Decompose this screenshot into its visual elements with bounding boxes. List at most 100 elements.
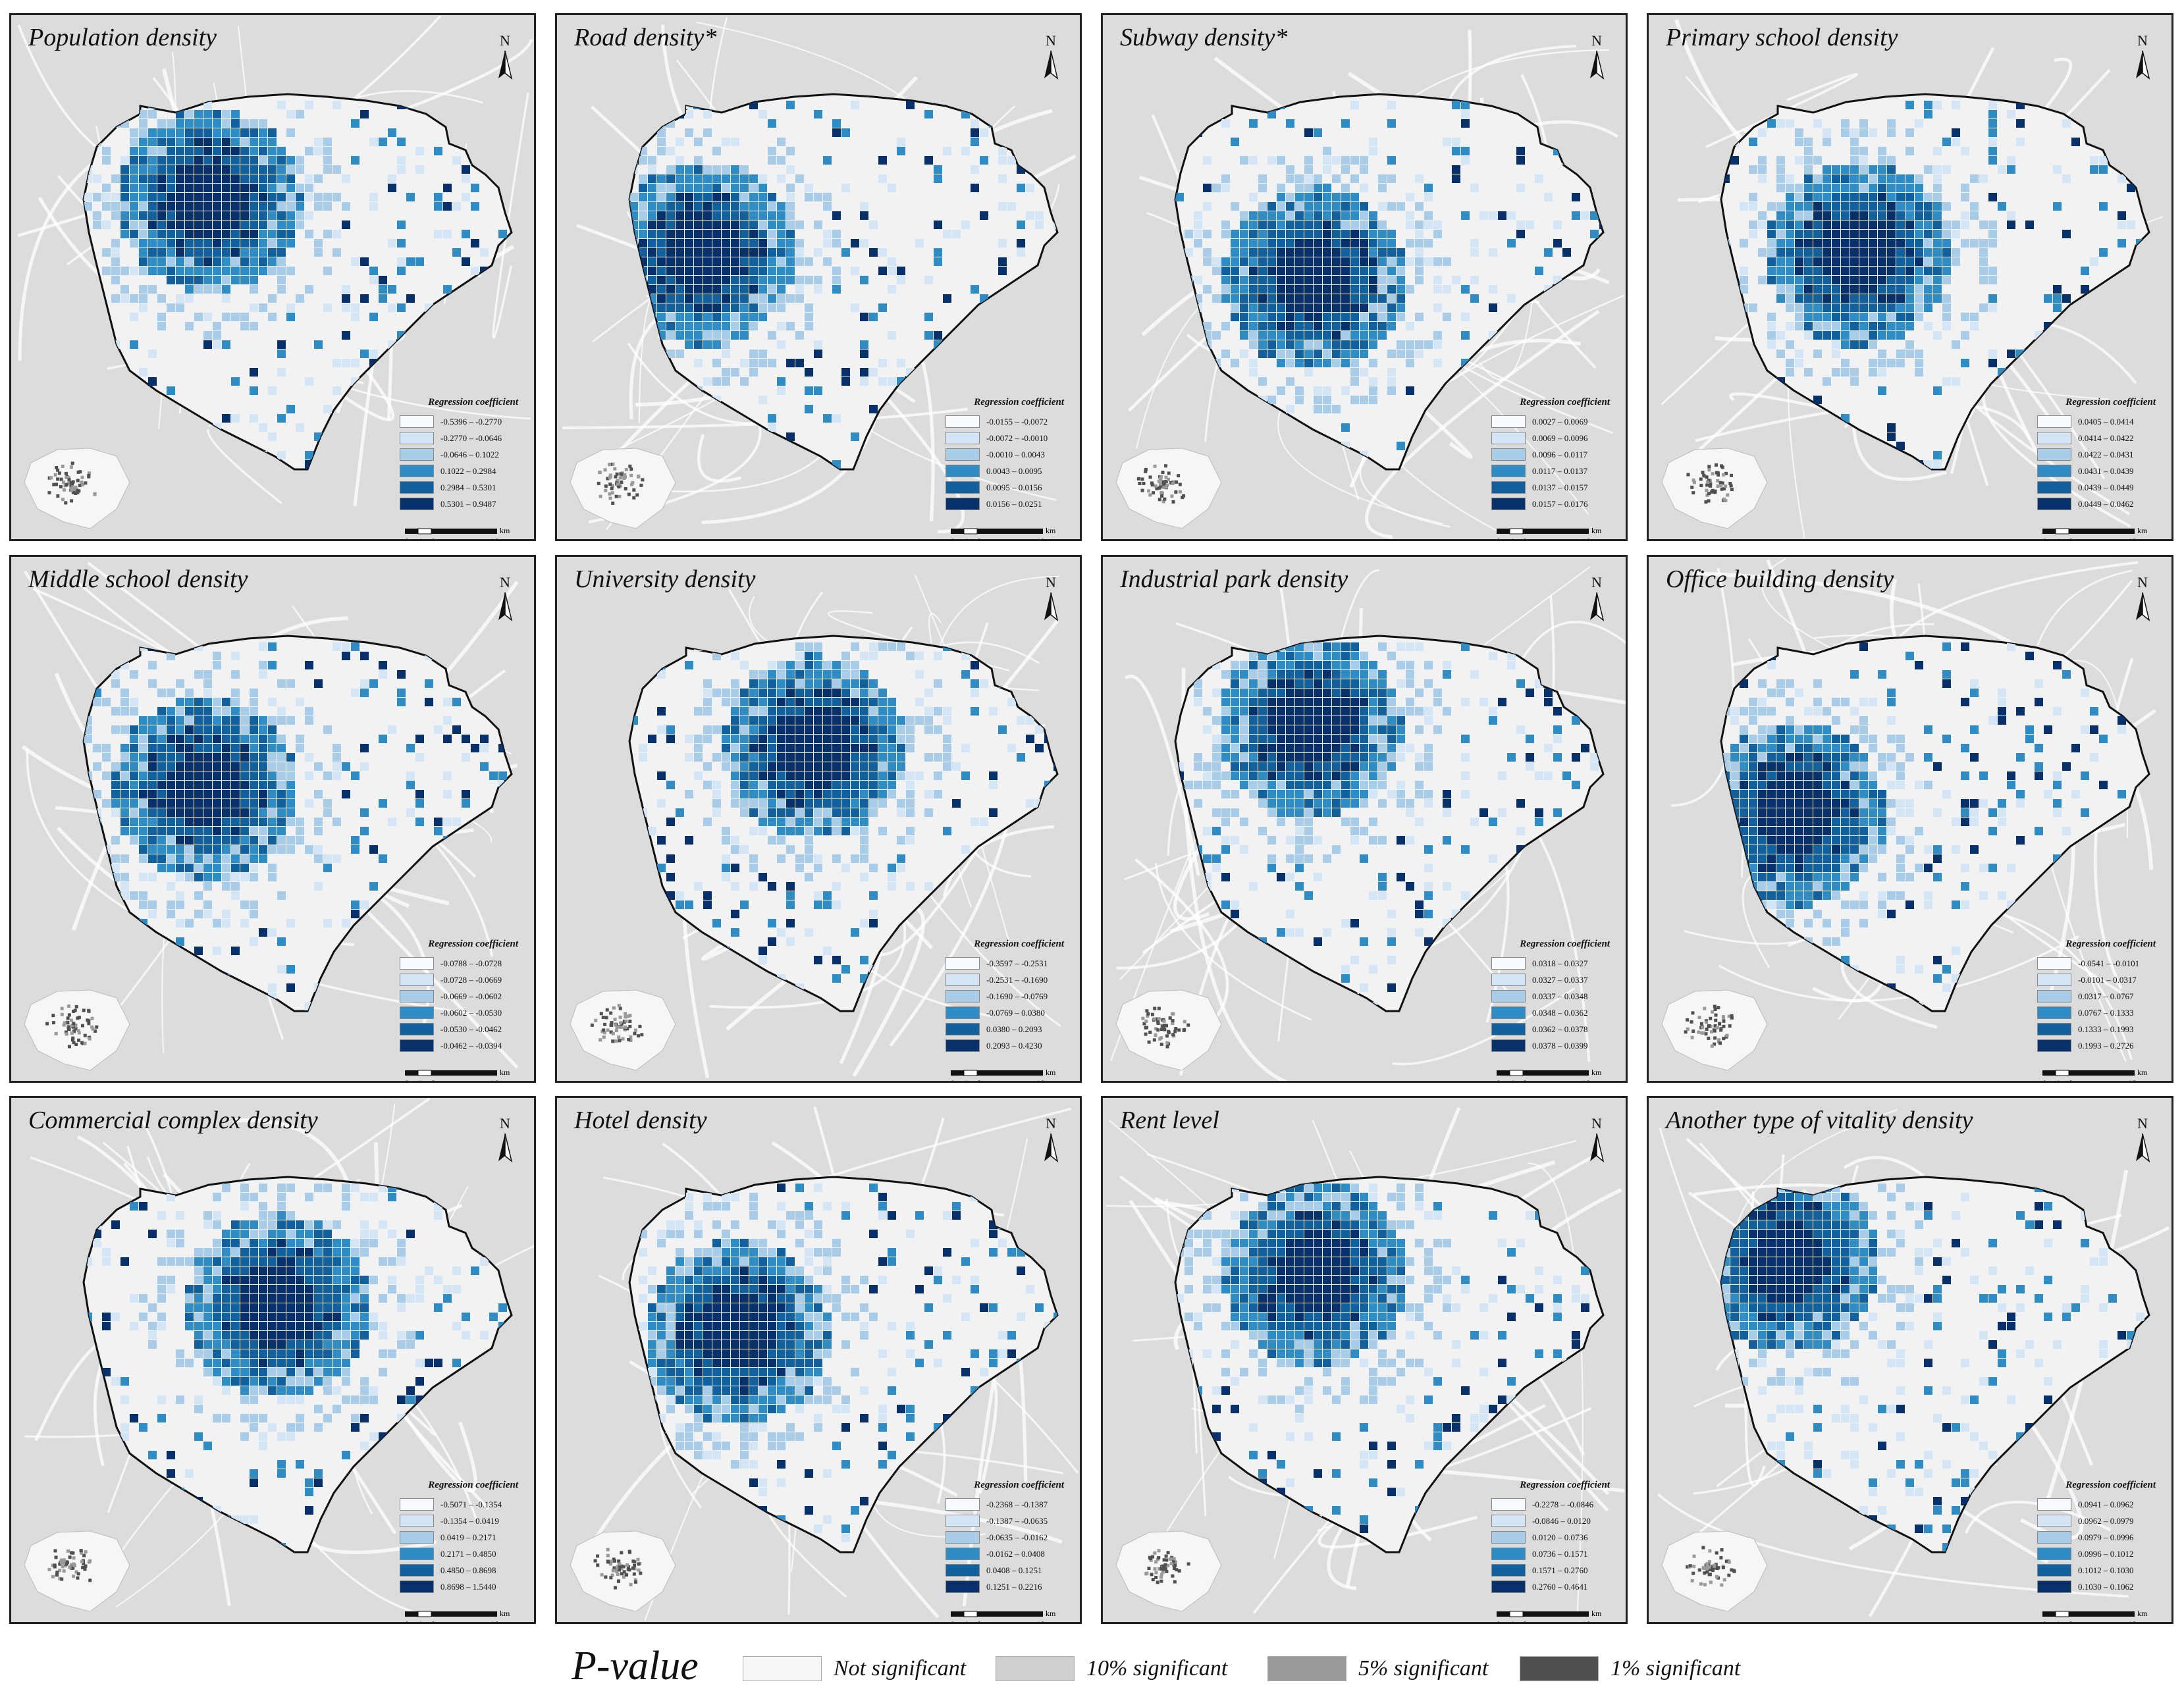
grid-cell: [1887, 294, 1896, 303]
grid-cell: [1369, 294, 1377, 303]
grid-cell: [314, 845, 323, 854]
grid-cell: [1295, 230, 1304, 238]
grid-cell: [795, 174, 804, 183]
grid-cell: [213, 119, 221, 128]
grid-cell: [1323, 386, 1331, 395]
grid-cell: [1221, 119, 1230, 128]
grid-cell: [1878, 359, 1886, 367]
grid-cell: [1804, 202, 1813, 211]
grid-cell: [1823, 138, 1831, 146]
grid-cell: [286, 193, 295, 201]
grid-cell: [906, 432, 915, 441]
inset-cell: [93, 1029, 97, 1033]
grid-cell: [360, 652, 369, 660]
grid-cell: [1813, 303, 1822, 312]
grid-cell: [360, 350, 369, 358]
grid-cell: [851, 642, 859, 651]
grid-cell: [240, 836, 249, 845]
grid-cell: [222, 221, 230, 229]
grid-cell: [1933, 101, 1942, 109]
grid-cell: [768, 221, 776, 229]
grid-cell: [897, 864, 905, 872]
grid-cell: [924, 753, 933, 762]
inset-cell: [1730, 473, 1734, 477]
road: [1729, 392, 1843, 413]
grid-cell: [685, 276, 693, 284]
grid-cell: [1314, 679, 1322, 688]
grid-cell: [167, 827, 175, 835]
grid-cell: [268, 193, 277, 201]
grid-cell: [1776, 119, 1785, 128]
grid-cell: [768, 670, 776, 679]
grid-cell: [1231, 313, 1239, 321]
grid-cell: [1915, 193, 1923, 201]
grid-cell: [333, 771, 341, 780]
grid-cell: [259, 781, 267, 789]
grid-cell: [786, 818, 795, 826]
grid-cell: [749, 808, 758, 817]
grid-cell: [1988, 276, 1997, 284]
grid-cell: [740, 974, 749, 983]
grid-cell: [489, 771, 498, 780]
grid-cell: [1323, 689, 1331, 697]
grid-cell: [740, 313, 749, 321]
grid-cell: [989, 771, 998, 780]
grid-cell: [139, 753, 147, 762]
grid-cell: [1286, 230, 1294, 238]
grid-cell: [777, 707, 786, 716]
grid-cell: [111, 248, 120, 257]
legend-row: -0.0646 – 0.1022: [400, 446, 518, 463]
grid-cell: [286, 845, 295, 854]
grid-cell: [1832, 331, 1840, 340]
grid-cell: [1507, 661, 1516, 669]
grid-cell: [231, 836, 240, 845]
grid-cell: [194, 799, 203, 808]
grid-cell: [286, 221, 295, 229]
grid-cell: [1249, 239, 1258, 248]
grid-cell: [1314, 405, 1322, 413]
grid-cell: [1360, 744, 1368, 752]
grid-cell: [1924, 294, 1932, 303]
grid-cell: [351, 642, 360, 651]
grid-cell: [194, 174, 203, 183]
grid-cell: [1341, 790, 1350, 798]
grid-cell: [1017, 128, 1025, 137]
grid-cell: [943, 294, 951, 303]
grid-cell: [1896, 322, 1905, 330]
grid-cell: [694, 221, 703, 229]
grid-cell: [934, 707, 942, 716]
grid-cell: [157, 221, 166, 229]
grid-cell: [795, 753, 804, 762]
grid-cell: [194, 891, 203, 900]
grid-cell: [676, 221, 684, 229]
grid-cell: [203, 993, 212, 1001]
grid-cell: [1323, 156, 1331, 165]
grid-cell: [1832, 303, 1840, 312]
grid-cell: [1175, 257, 1184, 266]
grid-cell: [1841, 294, 1850, 303]
grid-cell: [851, 781, 859, 789]
grid-cell: [1286, 285, 1294, 294]
inset-cell: [1148, 475, 1152, 479]
grid-cell: [814, 652, 822, 660]
grid-cell: [1841, 239, 1850, 248]
grid-cell: [832, 753, 841, 762]
scale-bar-shape: [2042, 528, 2135, 535]
grid-cell: [194, 735, 203, 743]
grid-cell: [167, 211, 175, 220]
grid-cell: [194, 762, 203, 771]
inset-cell: [78, 483, 82, 487]
grid-cell: [1869, 248, 1877, 257]
grid-cell: [860, 845, 868, 854]
grid-cell: [924, 716, 933, 725]
grid-cell: [1304, 716, 1313, 725]
grid-cell: [1489, 248, 1497, 257]
grid-cell: [240, 1002, 249, 1010]
grid-cell: [1424, 193, 1433, 201]
inset-cell: [1147, 489, 1151, 493]
inset-cell: [1159, 475, 1163, 479]
grid-cell: [1813, 294, 1822, 303]
grid-cell: [759, 451, 767, 459]
grid-cell: [786, 239, 795, 248]
grid-cell: [1470, 276, 1479, 284]
